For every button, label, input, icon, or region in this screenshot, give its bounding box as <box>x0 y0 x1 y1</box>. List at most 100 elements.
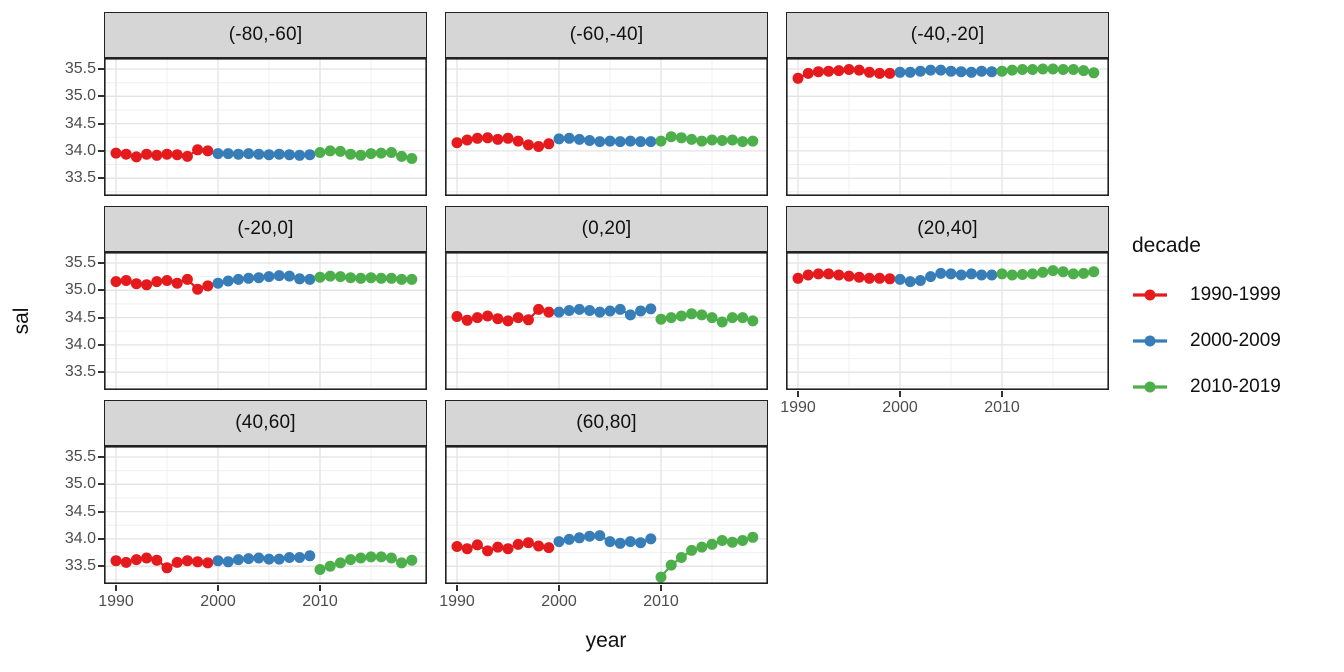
series-2010-2019 <box>314 551 418 575</box>
legend-entry-label: 1990-1999 <box>1190 284 1281 305</box>
series-2010-2019 <box>655 131 759 148</box>
data-point <box>273 148 285 160</box>
facet-label: (60,80] <box>576 412 637 433</box>
facet-label: (20,40] <box>917 218 978 239</box>
facet-label: (0,20] <box>581 218 632 239</box>
series-2010-2019 <box>996 265 1100 281</box>
data-point <box>996 65 1008 77</box>
series-1990-1999 <box>110 273 214 295</box>
data-point <box>385 147 397 158</box>
data-point <box>304 149 316 161</box>
data-point <box>1016 64 1028 75</box>
data-point <box>726 312 738 324</box>
data-point <box>365 272 377 284</box>
data-point <box>273 270 285 282</box>
x-tick-label: 2010 <box>643 593 679 610</box>
data-point <box>471 539 483 551</box>
y-tick-label: 35.0 <box>64 281 96 299</box>
data-point <box>192 283 204 295</box>
data-point <box>935 64 947 76</box>
data-point <box>294 552 306 563</box>
y-tick-label: 33.5 <box>64 557 96 575</box>
data-point <box>563 305 575 316</box>
gridlines-major <box>104 252 427 390</box>
data-point <box>1027 268 1039 280</box>
data-point <box>543 542 555 554</box>
data-point <box>314 271 326 283</box>
legend-key-icon <box>1133 289 1167 301</box>
data-point <box>482 545 494 557</box>
data-point <box>253 272 265 284</box>
data-point <box>471 312 483 324</box>
data-point <box>334 145 346 157</box>
facet-panel <box>786 252 1109 390</box>
data-point <box>492 541 504 553</box>
data-point <box>833 65 845 77</box>
data-point <box>130 278 142 290</box>
data-point <box>406 554 418 566</box>
data-point <box>1027 64 1039 75</box>
data-point <box>655 571 667 583</box>
y-tick-mark <box>98 177 104 180</box>
data-point <box>1057 64 1069 75</box>
data-point <box>120 556 132 568</box>
series-2000-2009 <box>553 132 657 148</box>
data-point <box>665 131 677 143</box>
data-point <box>1047 265 1059 277</box>
data-point <box>696 135 708 147</box>
data-point <box>604 536 616 548</box>
data-point <box>976 65 988 77</box>
data-point <box>451 541 463 552</box>
series-2010-2019 <box>314 270 418 285</box>
data-point <box>110 147 122 159</box>
data-point <box>161 148 173 160</box>
data-point <box>461 543 473 555</box>
facet-plot-area <box>104 446 427 584</box>
data-point <box>151 149 163 161</box>
data-point <box>324 145 336 157</box>
data-point <box>614 136 626 148</box>
data-point <box>181 150 193 162</box>
data-point <box>202 557 214 569</box>
data-point <box>925 271 937 283</box>
gridlines-minor <box>786 58 1109 196</box>
data-point <box>812 268 824 280</box>
data-point <box>655 135 667 147</box>
data-point <box>141 148 153 160</box>
x-tick-mark <box>660 585 662 591</box>
data-point <box>1016 269 1028 280</box>
facet-strip: (60,80] <box>445 400 768 446</box>
data-point <box>614 537 626 549</box>
data-point <box>635 136 647 148</box>
data-point <box>522 139 534 151</box>
series-2000-2009 <box>212 148 316 161</box>
data-point <box>171 149 183 161</box>
y-axis-title: sal <box>10 307 33 335</box>
data-point <box>222 148 234 160</box>
data-point <box>747 135 759 147</box>
y-tick-label: 35.5 <box>64 254 96 271</box>
series-2010-2019 <box>655 308 759 328</box>
facet-plot-area <box>445 446 768 584</box>
facet-strip: (-60,-40] <box>445 12 768 58</box>
data-point <box>314 564 326 575</box>
data-point <box>716 535 728 546</box>
x-tick-mark <box>1001 391 1003 397</box>
data-point <box>976 269 988 281</box>
data-point <box>802 67 814 79</box>
data-point <box>110 276 122 288</box>
data-point <box>294 149 306 161</box>
x-tick-mark <box>319 585 321 591</box>
data-point <box>914 275 926 286</box>
data-point <box>614 303 626 315</box>
data-point <box>253 148 265 160</box>
data-point <box>451 137 463 149</box>
data-point <box>202 145 214 157</box>
y-tick-mark <box>98 537 104 540</box>
data-point <box>843 64 855 75</box>
data-point <box>451 311 463 322</box>
y-tick-label: 34.5 <box>64 502 96 520</box>
data-point <box>1057 266 1069 278</box>
data-point <box>130 151 142 163</box>
x-tick-label: 1990 <box>98 593 134 610</box>
